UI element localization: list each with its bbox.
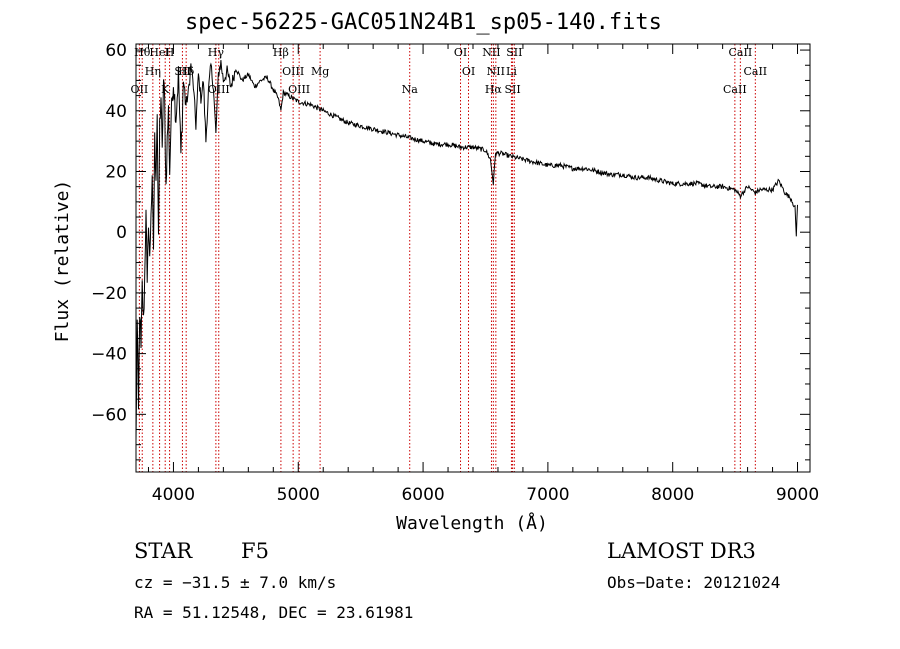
x-axis-label: Wavelength (Å): [396, 512, 548, 534]
line-label: Mg: [311, 65, 329, 78]
y-tick-label: −40: [91, 345, 127, 365]
plot-frame: [135, 43, 811, 473]
line-label: Hβ: [273, 46, 289, 59]
line-label: OII: [131, 83, 149, 96]
line-label: NII: [487, 65, 505, 78]
line-label: HeI: [149, 46, 169, 59]
line-label: CaII: [743, 65, 767, 78]
line-label: OIII: [208, 83, 230, 96]
survey-name: LAMOST DR3: [607, 539, 756, 563]
line-label: SII: [506, 46, 522, 59]
line-label: OIII: [288, 83, 310, 96]
axis-ticks: [136, 44, 810, 472]
line-label: Hθ: [134, 46, 151, 59]
line-label: OIII: [282, 65, 304, 78]
y-tick-label: −20: [91, 284, 127, 304]
x-tick-label: 6000: [401, 485, 444, 505]
y-tick-label: 40: [105, 102, 127, 122]
y-tick-label: 60: [105, 41, 127, 61]
redshift-value: cz = −31.5 ± 7.0 km/s: [134, 573, 337, 592]
line-label: CaII: [729, 46, 753, 59]
x-tick-label: 5000: [277, 485, 320, 505]
line-label: K: [161, 83, 170, 96]
line-label: SII: [504, 83, 520, 96]
line-label: Hη: [145, 65, 161, 78]
line-label: OI: [462, 65, 475, 78]
line-label: NII: [482, 46, 500, 59]
coordinates: RA = 51.12548, DEC = 23.61981: [134, 603, 414, 622]
spectrum-line: [135, 60, 798, 441]
line-label: CaII: [723, 83, 747, 96]
x-tick-label: 9000: [776, 485, 819, 505]
x-tick-label: 8000: [651, 485, 694, 505]
y-tick-label: −60: [91, 405, 127, 425]
line-label: SII: [174, 65, 190, 78]
line-label: H: [165, 46, 175, 59]
line-labels: HθHηKHHδOIIHeISIIOIIIHγOIIIOIIIHβMgNaOIO…: [131, 46, 768, 96]
y-tick-label: 20: [105, 162, 127, 182]
observation-date: Obs−Date: 20121024: [607, 573, 781, 592]
line-label: Hα: [485, 83, 503, 96]
line-label: Hγ: [208, 46, 225, 59]
object-class: STAR: [134, 539, 193, 563]
object-subclass: F5: [241, 539, 269, 563]
line-label: OI: [454, 46, 467, 59]
line-label: Li: [506, 65, 517, 78]
y-axis-label: Flux (relative): [52, 180, 73, 343]
y-tick-label: 0: [116, 223, 127, 243]
line-markers: [138, 44, 756, 472]
line-label: Na: [402, 83, 419, 96]
tick-labels: 4000 5000 6000 7000 8000 9000 −60 −40 −20 0 20 40 60: [91, 41, 819, 505]
x-tick-label: 7000: [526, 485, 569, 505]
chart-title: spec-56225-GAC051N24B1_sp05-140.fits: [185, 10, 662, 35]
x-tick-label: 4000: [152, 485, 195, 505]
